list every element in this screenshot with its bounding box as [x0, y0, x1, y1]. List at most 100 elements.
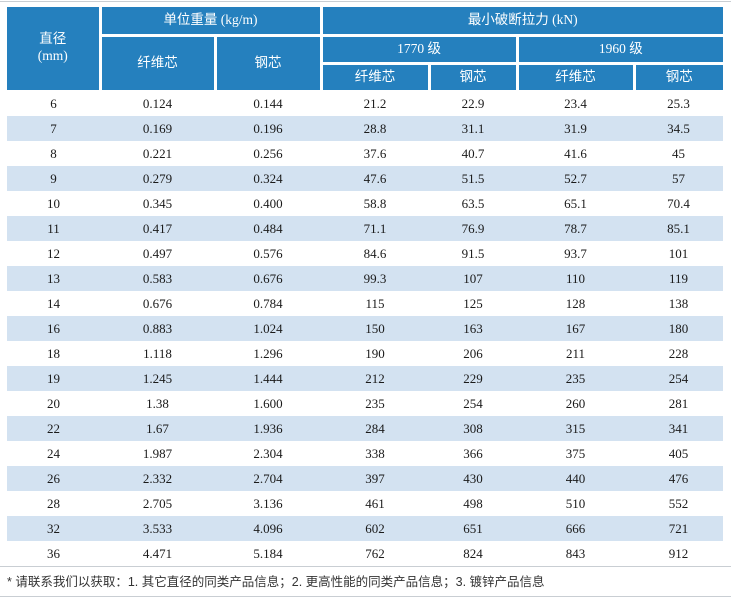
table-cell: 0.221 [142, 145, 173, 161]
table-cell: 25.3 [667, 96, 690, 112]
table-cell: 22.9 [461, 96, 485, 112]
table-cell: 254 [463, 395, 483, 411]
table-cell: 762 [365, 545, 385, 561]
header-fiber-core-weight: 纤维芯 [98, 33, 217, 93]
table-cell: 16 [47, 320, 60, 336]
table-cell: 10 [47, 195, 60, 211]
table-cell: 0.400 [253, 195, 283, 211]
table-cell: 19 [47, 370, 60, 386]
table-cell: 45 [672, 145, 685, 161]
table-row: 32 3.533 4.096 602 651 666 721 [7, 516, 723, 541]
header-grade-1960: 1960 级 [515, 33, 723, 65]
table-cell: 666 [565, 520, 586, 536]
table-cell: 138 [668, 295, 689, 311]
table-cell: 58.8 [363, 195, 387, 211]
table-cell: 3.136 [253, 495, 283, 511]
table-cell: 2.705 [142, 495, 173, 511]
table-cell: 211 [565, 345, 586, 361]
table-cell: 47.6 [363, 170, 387, 186]
table-row: 20 1.38 1.600 235 254 260 281 [7, 391, 723, 416]
table-cell: 0.784 [253, 295, 283, 311]
table-cell: 1.245 [142, 370, 173, 386]
table-cell: 206 [463, 345, 483, 361]
table-cell: 31.9 [564, 120, 587, 136]
table-cell: 0.583 [142, 270, 173, 286]
table-row: 22 1.67 1.936 284 308 315 341 [7, 416, 723, 441]
table-cell: 71.1 [363, 220, 387, 236]
table-cell: 70.4 [667, 195, 690, 211]
table-cell: 1.296 [253, 345, 283, 361]
table-cell: 31.1 [461, 120, 485, 136]
table-row: 14 0.676 0.784 115 125 128 138 [7, 291, 723, 316]
table-row: 16 0.883 1.024 150 163 167 180 [7, 316, 723, 341]
table-cell: 8 [50, 145, 57, 161]
table-cell: 101 [668, 245, 689, 261]
table-cell: 0.324 [253, 170, 283, 186]
table-cell: 912 [668, 545, 689, 561]
table-cell: 476 [668, 470, 689, 486]
table-cell: 212 [365, 370, 385, 386]
table-cell: 40.7 [461, 145, 485, 161]
header-steel-core-1960: 钢芯 [632, 61, 723, 93]
table-cell: 0.196 [253, 120, 283, 136]
table-cell: 843 [565, 545, 586, 561]
wire-rope-spec-table: 直径 (mm) 单位重量 (kg/m) 最小破断拉力 (kN) 纤维芯 钢芯 1… [7, 7, 723, 566]
table-cell: 0.279 [142, 170, 173, 186]
table-cell: 37.6 [363, 145, 387, 161]
table-cell: 28.8 [363, 120, 387, 136]
table-cell: 721 [668, 520, 689, 536]
table-cell: 0.497 [142, 245, 173, 261]
table-cell: 6 [50, 96, 57, 112]
header-unit-weight: 单位重量 (kg/m) [98, 7, 323, 37]
table-cell: 284 [365, 420, 385, 436]
table-cell: 1.67 [146, 420, 169, 436]
table-cell: 11 [47, 220, 60, 236]
table-cell: 1.38 [146, 395, 169, 411]
table-cell: 34.5 [667, 120, 690, 136]
header-steel-core-1770: 钢芯 [427, 61, 519, 93]
top-divider [0, 1, 731, 2]
table-cell: 405 [668, 445, 689, 461]
table-cell: 99.3 [363, 270, 387, 286]
table-cell: 28 [47, 495, 60, 511]
table-cell: 13 [47, 270, 60, 286]
table-cell: 0.144 [253, 96, 283, 112]
table-cell: 36 [47, 545, 60, 561]
footnote: * 请联系我们以获取：1. 其它直径的同类产品信息；2. 更高性能的同类产品信息… [7, 575, 545, 589]
table-cell: 51.5 [461, 170, 485, 186]
table-cell: 341 [668, 420, 689, 436]
table-cell: 150 [365, 320, 385, 336]
table-cell: 110 [565, 270, 586, 286]
table-cell: 0.124 [142, 96, 173, 112]
table-body: 6 0.124 0.144 21.2 22.9 23.4 25.3 7 0.169 0.196 28… [7, 91, 723, 566]
table-cell: 4.096 [253, 520, 283, 536]
table-row: 6 0.124 0.144 21.2 22.9 23.4 25.3 [7, 91, 723, 116]
table-cell: 0.169 [142, 120, 173, 136]
table-cell: 260 [565, 395, 586, 411]
table-cell: 91.5 [461, 245, 485, 261]
table-cell: 651 [463, 520, 483, 536]
table-cell: 0.576 [253, 245, 283, 261]
table-cell: 12 [47, 245, 60, 261]
header-diameter: 直径 (mm) [7, 7, 102, 93]
table-cell: 3.533 [142, 520, 173, 536]
table-row: 8 0.221 0.256 37.6 40.7 41.6 45 [7, 141, 723, 166]
table-row: 26 2.332 2.704 397 430 440 476 [7, 466, 723, 491]
table-cell: 430 [463, 470, 483, 486]
table-cell: 167 [565, 320, 586, 336]
table-cell: 338 [365, 445, 385, 461]
table-cell: 235 [565, 370, 586, 386]
table-cell: 119 [668, 270, 689, 286]
table-cell: 52.7 [564, 170, 587, 186]
table-row: 18 1.118 1.296 190 206 211 228 [7, 341, 723, 366]
table-cell: 461 [365, 495, 385, 511]
table-cell: 498 [463, 495, 483, 511]
table-row: 10 0.345 0.400 58.8 63.5 65.1 70.4 [7, 191, 723, 216]
table-cell: 84.6 [363, 245, 387, 261]
table-cell: 24 [47, 445, 60, 461]
table-cell: 23.4 [564, 96, 587, 112]
table-cell: 510 [565, 495, 586, 511]
table-row: 11 0.417 0.484 71.1 76.9 78.7 85.1 [7, 216, 723, 241]
table-cell: 57 [672, 170, 685, 186]
header-fiber-core-1960: 纤维芯 [515, 61, 636, 93]
